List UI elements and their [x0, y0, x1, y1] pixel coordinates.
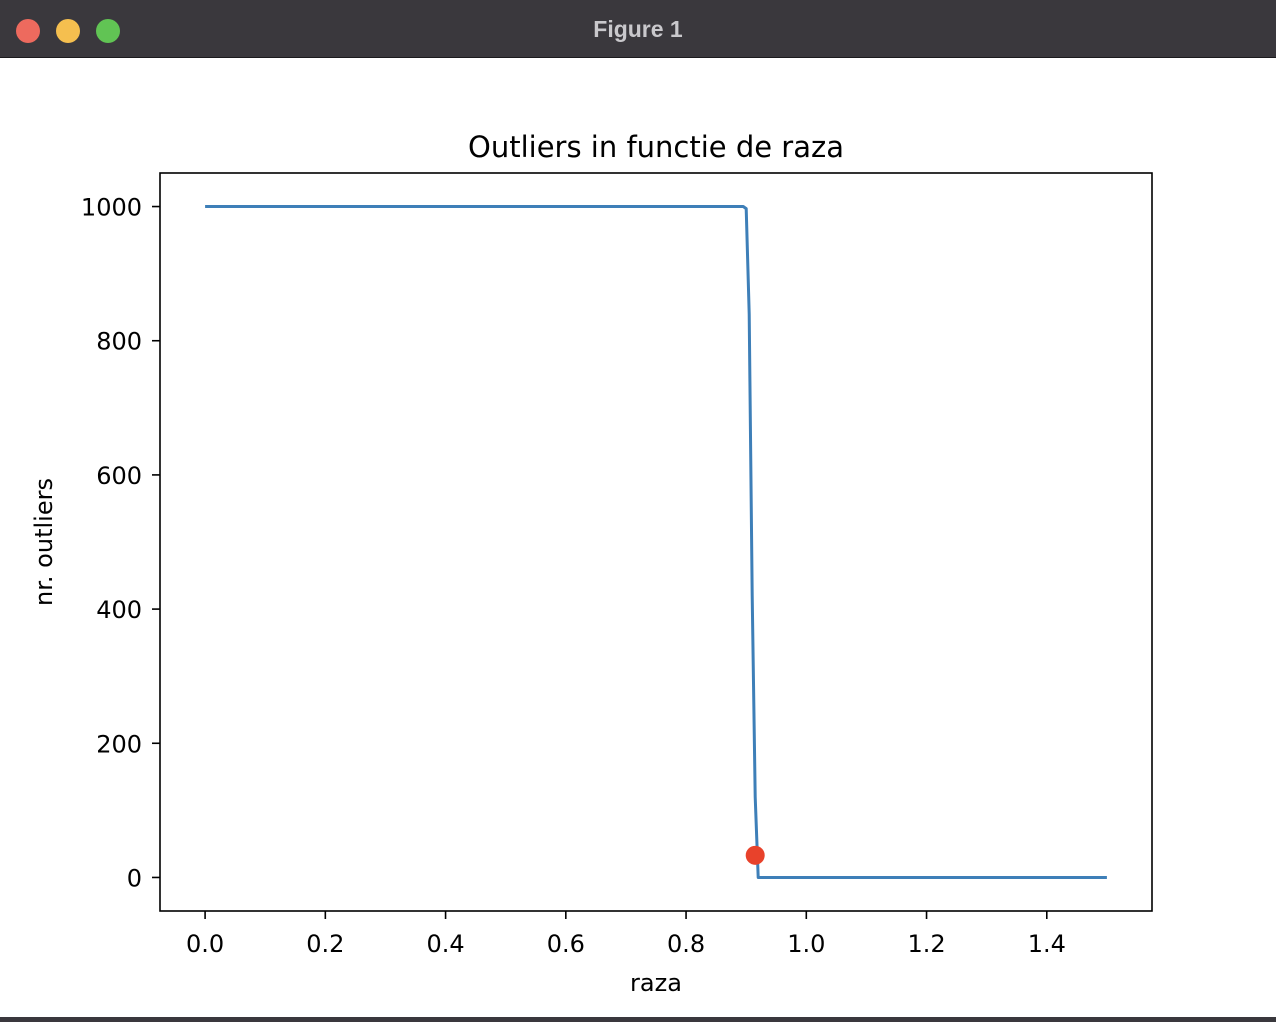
x-tick-label: 0.6	[547, 930, 585, 958]
x-tick-label: 0.2	[306, 930, 344, 958]
chart-title: Outliers in functie de raza	[468, 130, 844, 164]
y-tick-label: 1000	[81, 194, 142, 222]
x-tick-label: 1.2	[907, 930, 945, 958]
maximize-window-icon[interactable]	[96, 19, 120, 43]
y-axis-label: nr. outliers	[30, 478, 58, 606]
close-window-icon[interactable]	[16, 19, 40, 43]
x-tick-label: 1.4	[1028, 930, 1066, 958]
y-tick-label: 400	[96, 596, 142, 624]
y-tick-label: 200	[96, 730, 142, 758]
y-axis-ticks: 0 200 400 600 800 1000	[81, 194, 160, 892]
x-tick-label: 0.8	[667, 930, 705, 958]
y-tick-label: 800	[96, 328, 142, 356]
axes-frame	[159, 172, 1153, 912]
x-tick-label: 0.0	[186, 930, 224, 958]
y-tick-label: 600	[96, 462, 142, 490]
x-tick-label: 1.0	[787, 930, 825, 958]
x-axis-ticks: 0.0 0.2 0.4 0.6 0.8 1.0 1.2 1.4	[186, 911, 1066, 958]
series-line-0	[205, 205, 1107, 879]
window-titlebar: Figure 1	[0, 0, 1276, 58]
plot-area	[205, 205, 1107, 879]
x-axis-label: raza	[630, 969, 682, 997]
figure-canvas: Outliers in functie de raza 0.0 0.2 0.4 0.6…	[30, 130, 1153, 997]
minimize-window-icon[interactable]	[56, 19, 80, 43]
x-tick-label: 0.4	[426, 930, 464, 958]
window-bottom-edge	[0, 1017, 1276, 1022]
y-tick-label: 0	[127, 864, 142, 892]
window-title: Figure 1	[593, 16, 683, 42]
highlight-point	[745, 845, 765, 865]
